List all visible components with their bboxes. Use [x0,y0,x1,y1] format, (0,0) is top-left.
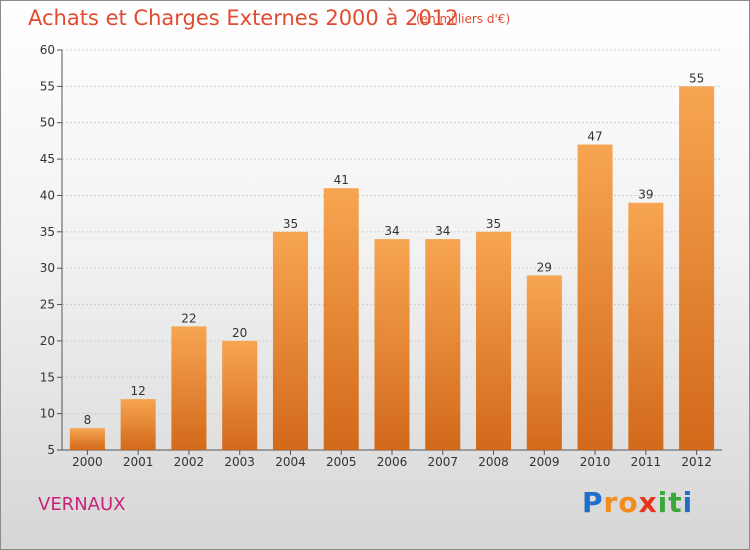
bars [69,86,715,450]
bar [679,86,715,450]
logo-letter: P [582,486,604,519]
y-tick-label: 60 [40,43,55,57]
y-tick-label: 45 [40,152,55,166]
bar [526,275,562,450]
data-label: 41 [334,173,349,187]
y-tick-label: 35 [40,225,55,239]
bar [628,202,664,450]
bar [425,239,461,450]
y-tick-label: 25 [40,298,55,312]
x-tick-label: 2007 [427,455,458,469]
bar [120,399,156,450]
x-tick-label: 2010 [580,455,611,469]
y-tick-label: 20 [40,334,55,348]
x-tick-label: 2008 [478,455,509,469]
logo-letter: t [668,486,683,519]
y-tick-label: 5 [47,443,55,457]
logo-letter: i [657,486,669,519]
x-tick-label: 2004 [275,455,306,469]
data-label: 29 [537,260,552,274]
bar [171,326,207,450]
bar [476,231,512,450]
data-label: 34 [384,224,399,238]
x-tick-label: 2000 [72,455,103,469]
y-tick-label: 15 [40,370,55,384]
bar [577,144,613,450]
y-tick-label: 40 [40,188,55,202]
logo-letter: o [618,486,639,519]
y-tick-label: 30 [40,261,55,275]
x-tick-label: 2002 [174,455,205,469]
data-label: 35 [486,217,501,231]
bar [222,340,258,450]
proxiti-logo: Proxiti [582,486,693,519]
y-tick-label: 50 [40,116,55,130]
data-label: 22 [181,311,196,325]
logo-letter: i [682,486,694,519]
x-tick-label: 2001 [123,455,154,469]
logo-letter: x [638,486,658,519]
logo-letter: r [603,486,619,519]
data-label: 55 [689,71,704,85]
labels: 5 10 15 20 25 30 35 40 45 50 55 60 2000 8 2001 12 2002 22… [40,43,712,469]
x-tick-label: 2012 [681,455,712,469]
bar [272,231,308,450]
data-label: 8 [84,413,92,427]
bar [374,239,410,450]
x-tick-label: 2011 [631,455,662,469]
x-tick-label: 2003 [224,455,255,469]
chart-title: Achats et Charges Externes 2000 à 2012 [28,6,459,30]
data-label: 47 [587,130,602,144]
data-label: 12 [131,384,146,398]
data-label: 34 [435,224,450,238]
data-label: 35 [283,217,298,231]
y-tick-label: 55 [40,79,55,93]
commune-name: VERNAUX [38,494,126,515]
bar [323,188,359,450]
bar [69,428,105,450]
data-label: 20 [232,326,247,340]
chart-subtitle: (en milliers d'€) [416,12,511,26]
y-tick-label: 10 [40,407,55,421]
x-tick-label: 2005 [326,455,357,469]
x-tick-label: 2009 [529,455,560,469]
data-label: 39 [638,188,653,202]
x-tick-label: 2006 [377,455,408,469]
